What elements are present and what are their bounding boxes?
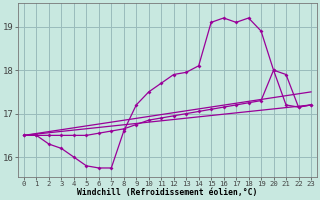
X-axis label: Windchill (Refroidissement éolien,°C): Windchill (Refroidissement éolien,°C) [77,188,258,197]
